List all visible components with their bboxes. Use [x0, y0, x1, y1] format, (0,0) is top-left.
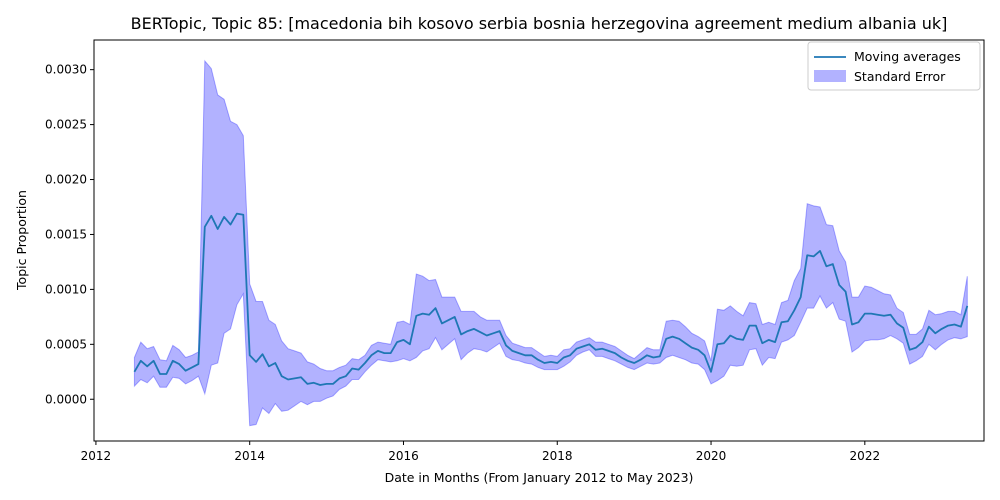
x-tick-label: 2014 — [234, 449, 265, 463]
y-tick-label: 0.0010 — [45, 282, 87, 296]
legend-label-standard-error: Standard Error — [854, 69, 946, 84]
y-tick-label: 0.0020 — [45, 173, 87, 187]
y-axis: 0.0000 0.0005 0.0010 0.0015 0.0020 0.0025 0.00… — [45, 63, 94, 406]
legend-label-moving-averages: Moving averages — [854, 49, 961, 64]
x-axis: 2012 2014 2016 2018 2020 2022 — [81, 441, 880, 463]
y-tick-label: 0.0000 — [45, 392, 87, 406]
x-tick-label: 2018 — [542, 449, 573, 463]
chart-title: BERTopic, Topic 85: [macedonia bih kosov… — [131, 14, 948, 33]
legend-box — [807, 41, 981, 91]
legend-band-swatch — [814, 70, 846, 82]
y-tick-label: 0.0015 — [45, 227, 87, 241]
y-tick-label: 0.0025 — [45, 118, 87, 132]
moving-averages-line — [133, 212, 969, 386]
y-tick-label: 0.0005 — [45, 337, 87, 351]
plot-area — [93, 39, 985, 442]
x-tick-label: 2022 — [850, 449, 881, 463]
plot-frame — [93, 39, 985, 442]
x-tick-label: 2020 — [696, 449, 727, 463]
x-axis-label: Date in Months (From January 2012 to May… — [385, 470, 694, 485]
y-axis-label: Topic Proportion — [14, 190, 29, 291]
x-tick-label: 2016 — [388, 449, 419, 463]
legend: Moving averages Standard Error — [807, 41, 981, 91]
x-tick-label: 2012 — [81, 449, 112, 463]
y-tick-label: 0.0030 — [45, 63, 87, 77]
